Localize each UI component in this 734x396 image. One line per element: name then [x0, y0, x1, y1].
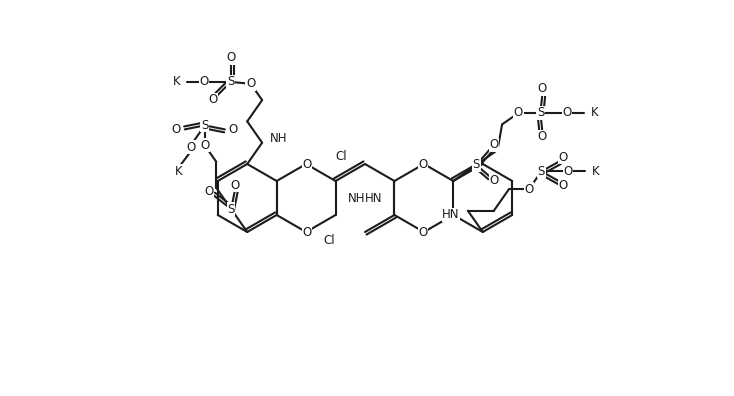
Text: S: S	[201, 119, 208, 132]
Text: O: O	[205, 185, 214, 198]
Text: O: O	[226, 51, 236, 65]
Text: S: S	[538, 165, 545, 178]
Text: S: S	[473, 158, 480, 171]
Text: HN: HN	[443, 208, 460, 221]
Text: O: O	[246, 77, 255, 90]
Text: O: O	[490, 139, 499, 151]
Text: O: O	[200, 76, 208, 88]
Text: O: O	[230, 179, 240, 192]
Text: O: O	[538, 130, 547, 143]
Text: O: O	[559, 151, 568, 164]
Text: K: K	[592, 165, 599, 178]
Text: O: O	[302, 225, 312, 238]
Text: O: O	[418, 225, 427, 238]
Text: S: S	[228, 203, 235, 215]
Text: O: O	[208, 93, 217, 107]
Text: O: O	[172, 123, 181, 136]
Text: K: K	[173, 76, 181, 88]
Text: O: O	[514, 107, 523, 120]
Text: S: S	[537, 107, 544, 120]
Text: NH: NH	[270, 132, 288, 145]
Text: S: S	[227, 76, 234, 88]
Text: Cl: Cl	[335, 150, 347, 162]
Text: NH: NH	[348, 192, 365, 204]
Text: O: O	[302, 158, 312, 171]
Text: O: O	[229, 123, 238, 136]
Text: O: O	[524, 183, 534, 196]
Text: O: O	[564, 165, 573, 178]
Text: O: O	[562, 107, 572, 120]
Text: K: K	[175, 165, 183, 178]
Text: HN: HN	[365, 192, 382, 204]
Text: Cl: Cl	[324, 234, 335, 246]
Text: K: K	[590, 107, 598, 120]
Text: O: O	[490, 175, 499, 187]
Text: O: O	[538, 82, 547, 95]
Text: O: O	[200, 139, 209, 152]
Text: O: O	[186, 141, 195, 154]
Text: O: O	[559, 179, 568, 192]
Text: O: O	[418, 158, 427, 171]
